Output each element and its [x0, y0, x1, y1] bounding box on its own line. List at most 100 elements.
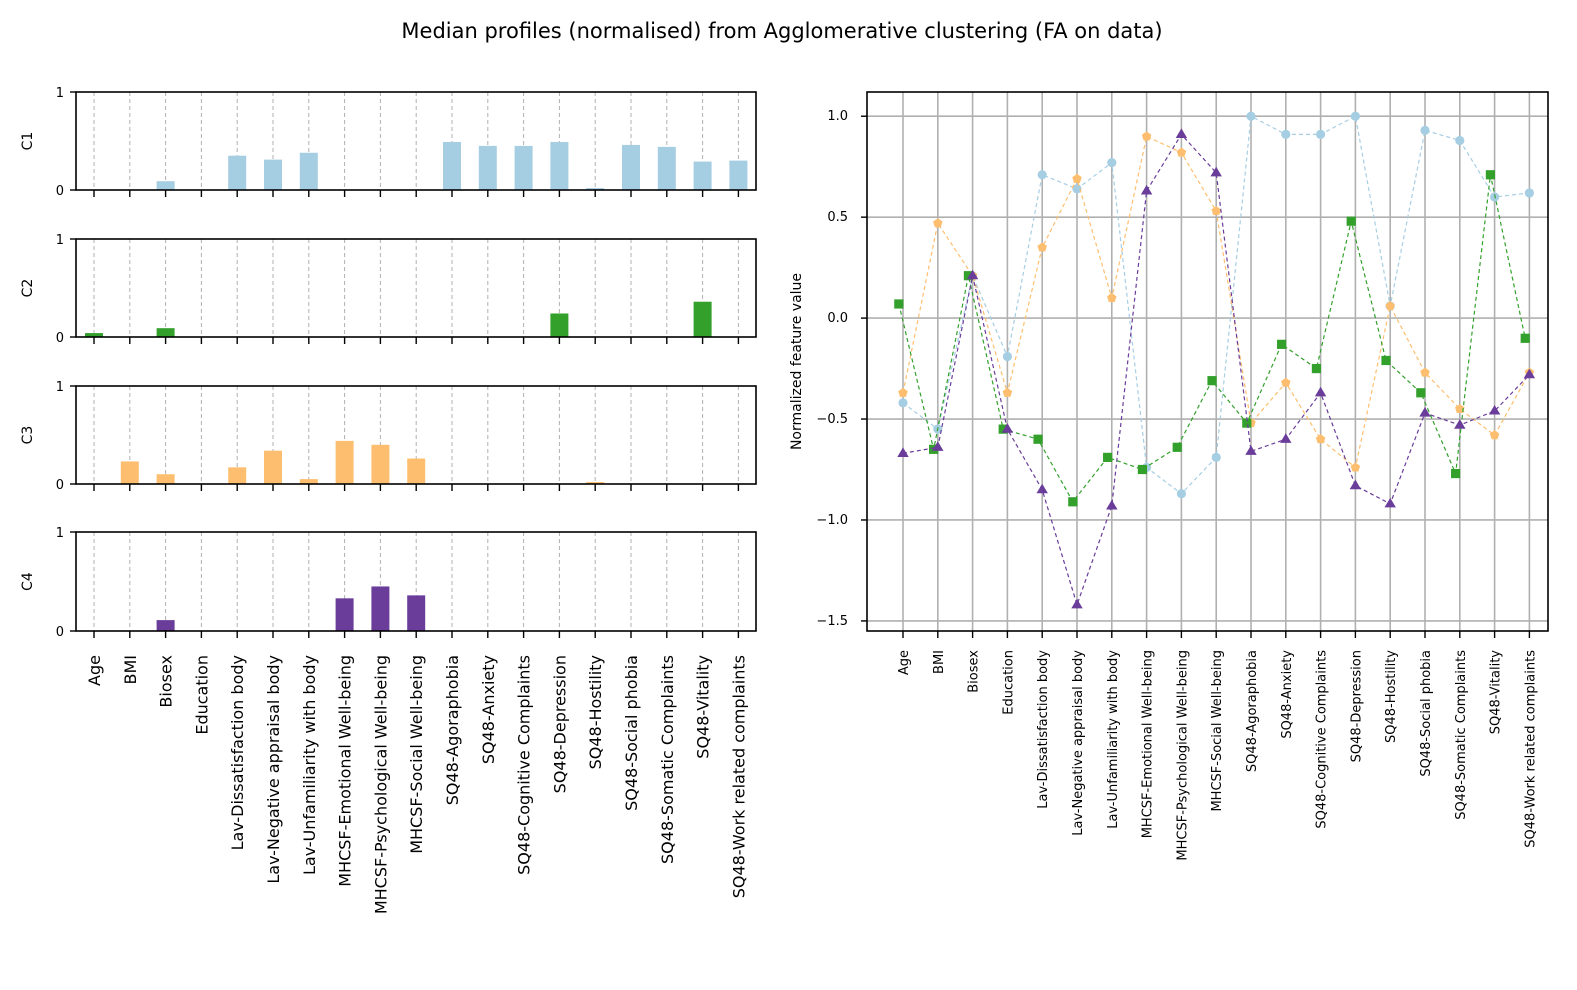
- x-tick-label-education: Education: [1001, 650, 1016, 715]
- point-marker: [1072, 184, 1082, 194]
- x-tick-label-lav-unfamiliarity-with-body: Lav-Unfamiliarity with body: [300, 655, 319, 875]
- bar-c3-mhcsf-emotional-well-being: [335, 440, 354, 484]
- x-tick-label-sq48-vitality: SQ48-Vitality: [694, 655, 713, 759]
- point-marker: [1385, 300, 1395, 311]
- axes-frame: [866, 91, 1549, 632]
- x-tick-label-sq48-cognitive-complaints: SQ48-Cognitive Complaints: [1315, 650, 1330, 829]
- point-marker: [1137, 464, 1148, 475]
- point-marker: [1455, 135, 1465, 146]
- panel-label-c3: C3: [20, 426, 36, 445]
- point-marker: [1001, 423, 1014, 433]
- y-tick-label: −1.5: [816, 614, 848, 629]
- panel-c4: 0 1 C4: [20, 526, 757, 640]
- x-tick-label-sq48-cognitive-complaints: SQ48-Cognitive Complaints: [515, 655, 534, 875]
- point-marker: [1416, 388, 1426, 398]
- point-marker: [1451, 468, 1461, 479]
- point-marker: [1207, 376, 1217, 386]
- y-tick-label: 1: [56, 526, 64, 541]
- y-tick-label: 1: [56, 233, 64, 248]
- bar-c4-mhcsf-psychological-well-being: [371, 586, 390, 631]
- series-3-triangle: [897, 128, 1536, 609]
- bar-c1-lav-unfamiliarity-with-body: [299, 152, 318, 190]
- point-marker: [897, 447, 909, 457]
- panel-c1: 0 1 C1: [20, 86, 757, 199]
- point-marker: [1242, 418, 1252, 428]
- bar-c1-biosex: [156, 181, 175, 190]
- figure-title: Median profiles (normalised) from Agglom…: [401, 19, 1162, 43]
- x-tick-label-sq48-social-phobia: SQ48-Social phobia: [622, 655, 641, 811]
- point-marker: [1349, 479, 1362, 490]
- point-marker: [1071, 598, 1083, 609]
- y-tick-label: 1: [56, 86, 64, 101]
- bar-c1-sq48-hostility: [586, 188, 605, 190]
- point-marker: [1455, 403, 1465, 413]
- y-tick-label: 1: [56, 380, 64, 395]
- x-tick-label-mhcsf-emotional-well-being: MHCSF-Emotional Well-being: [1141, 650, 1156, 838]
- panel-label-c4: C4: [20, 572, 36, 591]
- point-marker: [1037, 242, 1047, 252]
- point-marker: [1246, 111, 1256, 121]
- x-tick-label-bmi: BMI: [121, 655, 140, 685]
- x-tick-label-biosex: Biosex: [157, 655, 176, 708]
- point-marker: [998, 424, 1008, 434]
- point-marker: [1033, 434, 1043, 444]
- x-tick-label-mhcsf-social-well-being: MHCSF-Social Well-being: [1210, 650, 1225, 812]
- normalized-line-chart: 1.0 0.5 0.0 −0.5 −1.0 −1.5 Age BMI Biosex Educati…: [789, 91, 1549, 861]
- bar-c1-sq48-vitality: [693, 161, 712, 190]
- y-tick-label: −1.0: [816, 513, 848, 528]
- x-tick-label-sq48-agoraphobia: SQ48-Agoraphobia: [1245, 650, 1260, 772]
- point-marker: [1172, 442, 1182, 452]
- x-tick-label-sq48-anxiety: SQ48-Anxiety: [1280, 650, 1295, 739]
- bar-c3-lav-negative-appraisal-body: [264, 450, 282, 484]
- x-tick-label-sq48-work-related-complaints: SQ48-Work related complaints: [729, 655, 748, 898]
- bar-c2-age: [85, 333, 103, 337]
- bar-c4-mhcsf-social-well-being: [407, 595, 426, 631]
- x-tick-label-mhcsf-emotional-well-being: MHCSF-Emotional Well-being: [336, 655, 355, 887]
- point-marker: [933, 218, 943, 228]
- bar-c3-biosex: [156, 474, 175, 484]
- point-marker: [1280, 433, 1292, 443]
- point-marker: [898, 387, 908, 397]
- x-tick-label-bmi: BMI: [932, 650, 947, 674]
- bar-c1-sq48-work-related-complaints: [729, 160, 748, 190]
- bar-c1-sq48-agoraphobia: [443, 141, 461, 190]
- point-marker: [1036, 483, 1048, 494]
- x-tick-label-age: Age: [897, 650, 912, 675]
- bar-c4-biosex: [156, 620, 175, 631]
- point-marker: [1311, 363, 1322, 374]
- x-tick-label-age: Age: [85, 655, 104, 686]
- y-tick-label: 0: [56, 478, 64, 493]
- x-tick-label-sq48-social-phobia: SQ48-Social phobia: [1419, 650, 1434, 777]
- point-marker: [1314, 386, 1327, 397]
- x-tick-label-sq48-depression: SQ48-Depression: [550, 655, 569, 793]
- bar-c1-lav-negative-appraisal-body: [264, 159, 282, 190]
- point-marker: [1524, 188, 1534, 198]
- x-tick-label-sq48-anxiety: SQ48-Anxiety: [479, 655, 498, 764]
- point-marker: [1211, 452, 1221, 462]
- point-marker: [1523, 368, 1536, 379]
- point-marker: [1245, 445, 1257, 455]
- point-marker: [1454, 419, 1466, 429]
- point-marker: [1107, 292, 1117, 302]
- cluster-bar-panels: 0 1 C1 0 1 C2 0 1 C3 0 1 C4 Age BMI Biosex Education Lav…: [20, 86, 757, 914]
- point-marker: [1381, 355, 1391, 366]
- point-marker: [1037, 170, 1047, 180]
- point-marker: [1277, 339, 1287, 349]
- bar-c2-biosex: [156, 328, 175, 337]
- y-tick-label: 0: [56, 184, 64, 199]
- point-marker: [1350, 111, 1360, 121]
- point-marker: [1002, 351, 1013, 362]
- x-tick-label-sq48-agoraphobia: SQ48-Agoraphobia: [443, 655, 462, 805]
- bar-c1-sq48-anxiety: [478, 145, 497, 190]
- point-marker: [1107, 158, 1117, 168]
- point-marker: [1420, 125, 1430, 135]
- x-tick-label-sq48-vitality: SQ48-Vitality: [1489, 650, 1504, 735]
- point-marker: [1068, 497, 1078, 507]
- point-marker: [966, 269, 979, 280]
- bar-c2-sq48-vitality: [693, 301, 712, 337]
- point-marker: [1175, 128, 1188, 138]
- x-tick-label-lav-unfamiliarity-with-body: Lav-Unfamiliarity with body: [1106, 650, 1121, 829]
- bar-c3-bmi: [120, 461, 139, 484]
- panel-c3: 0 1 C3: [20, 380, 757, 493]
